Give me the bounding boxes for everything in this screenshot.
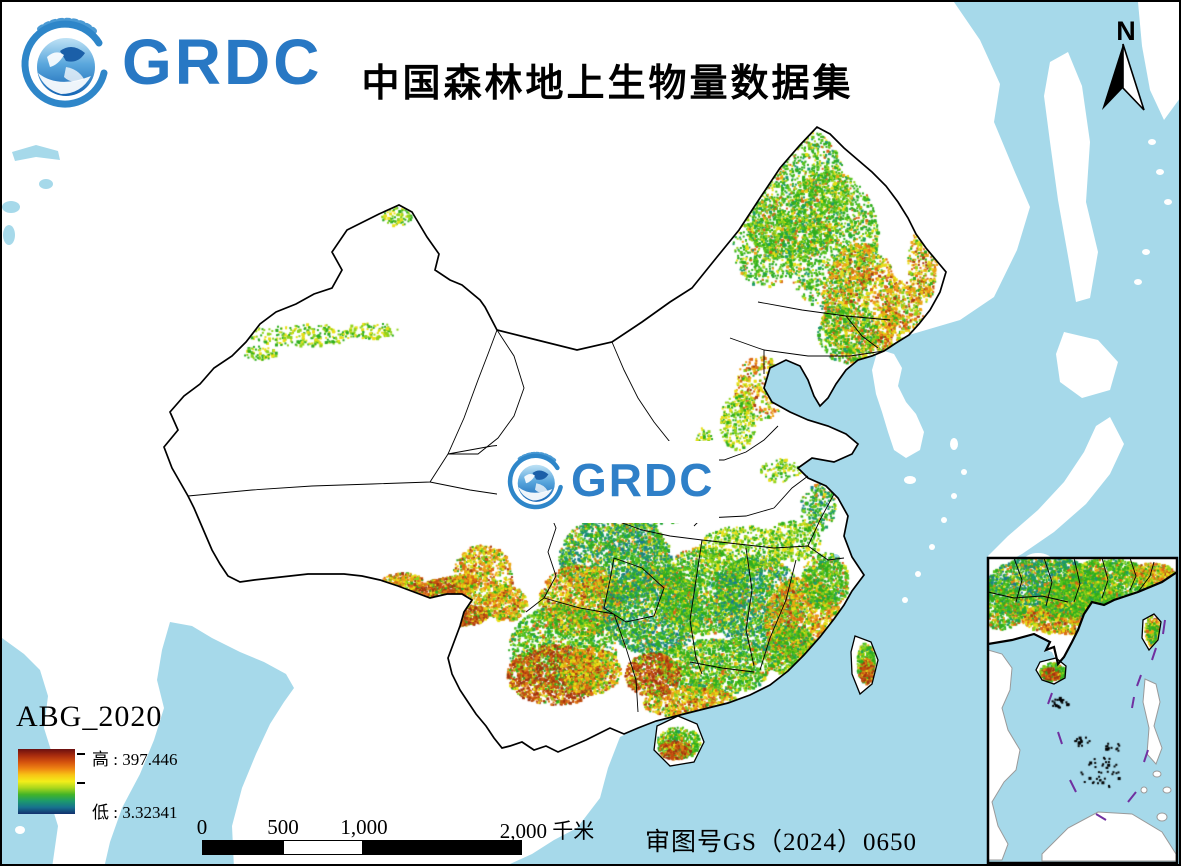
scale-segment-2: [284, 841, 362, 854]
grdc-globe-icon: [503, 450, 567, 514]
scale-label-500: 500: [267, 815, 299, 839]
inset-hainan-outline: [1035, 657, 1067, 685]
map-approval-number: 审图号GS（2024）0650: [645, 829, 917, 856]
legend-low-label: 低 : 3.32341: [92, 803, 178, 822]
inset-frame: [986, 556, 1179, 864]
china-national-boundary: [163, 125, 947, 753]
scale-bar: [202, 840, 522, 855]
scale-label-0: 0: [196, 815, 208, 839]
grdc-logo: GRDC: [14, 12, 344, 117]
grdc-watermark-text: GRDC: [571, 454, 715, 506]
legend-title: ABG_2020: [16, 700, 163, 733]
legend-high-label: 高 : 397.446: [92, 750, 178, 769]
north-arrow-icon: [1102, 43, 1145, 111]
scale-label-2000: 2,000 千米: [499, 819, 595, 843]
inset-taiwan-outline: [1141, 613, 1162, 652]
legend-tick-high: [77, 753, 85, 755]
nine-dash-line: [1047, 619, 1166, 821]
hainan-outline: [653, 715, 705, 767]
north-label: N: [1116, 16, 1136, 46]
grdc-logo-text: GRDC: [122, 25, 323, 98]
scale-segment-1: [203, 841, 284, 854]
map-title: 中国森林地上生物量数据集: [361, 63, 854, 105]
grdc-watermark: GRDC: [497, 441, 719, 523]
scale-segment-3: [362, 841, 521, 854]
legend-tick-mid: [77, 782, 85, 784]
inset-province-lines: [988, 558, 1155, 607]
legend-color-ramp: [18, 749, 75, 814]
scale-label-1000: 1,000: [340, 815, 388, 839]
taiwan-outline: [850, 635, 879, 696]
